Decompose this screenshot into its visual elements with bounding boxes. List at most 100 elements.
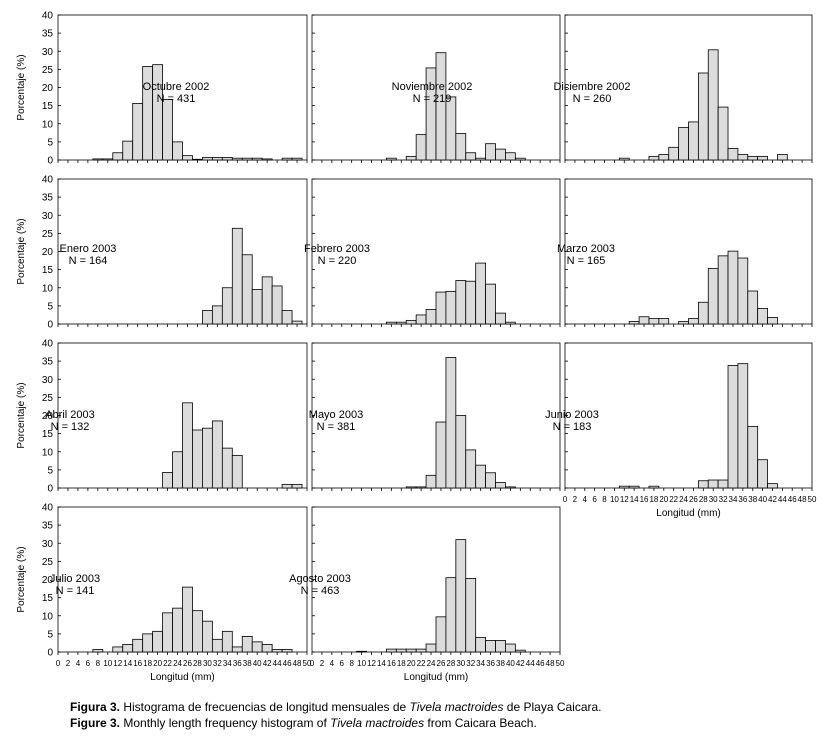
y-tick-label: 20 [42,247,54,258]
x-tick-label: 44 [526,659,535,668]
histogram-bar [281,157,293,161]
caption-en-species: Tivela mactroides [330,716,425,730]
histogram-bar [475,464,486,489]
x-tick-label: 4 [330,659,335,668]
histogram-bar [192,158,203,161]
x-tick-label: 46 [788,495,797,504]
y-tick-label: 35 [42,521,54,532]
y-axis-label: Porcentaje (%) [16,218,27,284]
histogram-bar [445,290,457,325]
histogram-bar [211,638,223,653]
histogram-bar [678,126,689,161]
histogram-bar [202,427,213,489]
x-tick-label: 40 [506,659,515,668]
histogram-bar [241,254,253,325]
x-tick-label: 10 [610,495,619,504]
histogram-bar [291,157,303,161]
histogram-bar [465,449,477,489]
x-tick-label: 32 [466,659,475,668]
histogram-bar [405,486,417,489]
y-tick-label: 30 [42,211,54,222]
histogram-bar [221,287,233,325]
y-tick-label: 40 [42,339,54,350]
histogram-bar [475,262,486,325]
histogram-bar [92,158,104,161]
histogram-bar [628,321,640,325]
x-tick-label: 36 [486,659,495,668]
histogram-bar [132,638,144,653]
y-tick-label: 30 [42,539,54,550]
x-tick-label: 8 [96,659,101,668]
y-tick-label: 40 [42,175,54,186]
y-tick-label: 20 [42,411,54,422]
histogram-bar [385,648,397,653]
x-tick-label: 6 [86,659,91,668]
x-tick-label: 12 [367,659,376,668]
histogram-bar [737,363,749,489]
sample-size-label: N = 132 [51,421,90,433]
histogram-bar [415,648,427,653]
histogram-panel: 0 5 10 15 20 25 30 35 40 Porcentaje (%) Octubre 20… [16,11,308,167]
histogram-bar [495,482,506,489]
histogram-bar [628,485,640,489]
x-tick-label: 18 [649,495,658,504]
histogram-bar [668,146,680,161]
x-tick-label: 14 [630,495,639,504]
panel-title: Noviembre 2002 [392,81,473,93]
histogram-bar [648,318,660,325]
histogram-bar [112,152,124,161]
y-tick-label: 5 [47,137,53,148]
y-tick-label: 25 [42,65,54,76]
histogram-bar [112,646,124,653]
y-tick-label: 35 [42,29,54,40]
y-tick-label: 35 [42,193,54,204]
histogram-bar [495,640,506,653]
histogram-bar [455,133,467,161]
histogram-bar [485,472,496,489]
sample-size-label: N = 431 [157,93,196,105]
x-tick-label: 18 [143,659,152,668]
histogram-bar [231,454,243,489]
histogram-bar [717,255,729,325]
x-tick-label: 24 [173,659,182,668]
histogram-bar [707,49,719,161]
x-tick-label: 4 [76,659,81,668]
x-tick-label: 8 [602,495,607,504]
histogram-bar [688,318,699,325]
x-tick-label: 16 [387,659,396,668]
x-tick-label: 28 [446,659,455,668]
histogram-bar [747,425,759,489]
histogram-bar [192,429,203,489]
histogram-bar [281,649,293,653]
panel-title: Agosto 2003 [289,573,351,585]
plot-frame [564,342,813,489]
sample-size-label: N = 165 [567,255,606,267]
x-tick-label: 34 [476,659,485,668]
histogram-bar [638,316,650,325]
histogram-bar [727,147,739,161]
histogram-bar [717,479,729,489]
x-axis-label: Longitud (mm) [656,508,720,519]
histogram-bar [261,276,273,325]
y-axis-label: Porcentaje (%) [16,546,27,612]
histogram-bar [231,646,243,653]
histogram-bar [465,578,477,653]
histogram-bar [202,620,213,653]
x-tick-label: 22 [417,659,426,668]
histogram-bar [251,289,263,325]
y-tick-label: 0 [47,648,53,659]
histogram-bar [251,641,263,653]
x-tick-label: 38 [748,495,757,504]
y-tick-label: 10 [42,119,54,130]
x-tick-label: 26 [183,659,192,668]
y-tick-label: 0 [47,484,53,495]
y-tick-label: 10 [42,447,54,458]
x-tick-label: 22 [669,495,678,504]
x-tick-label: 20 [153,659,162,668]
caption-en-label: Figure 3. [70,716,121,730]
x-tick-label: 26 [689,495,698,504]
histogram-bar [465,152,477,161]
